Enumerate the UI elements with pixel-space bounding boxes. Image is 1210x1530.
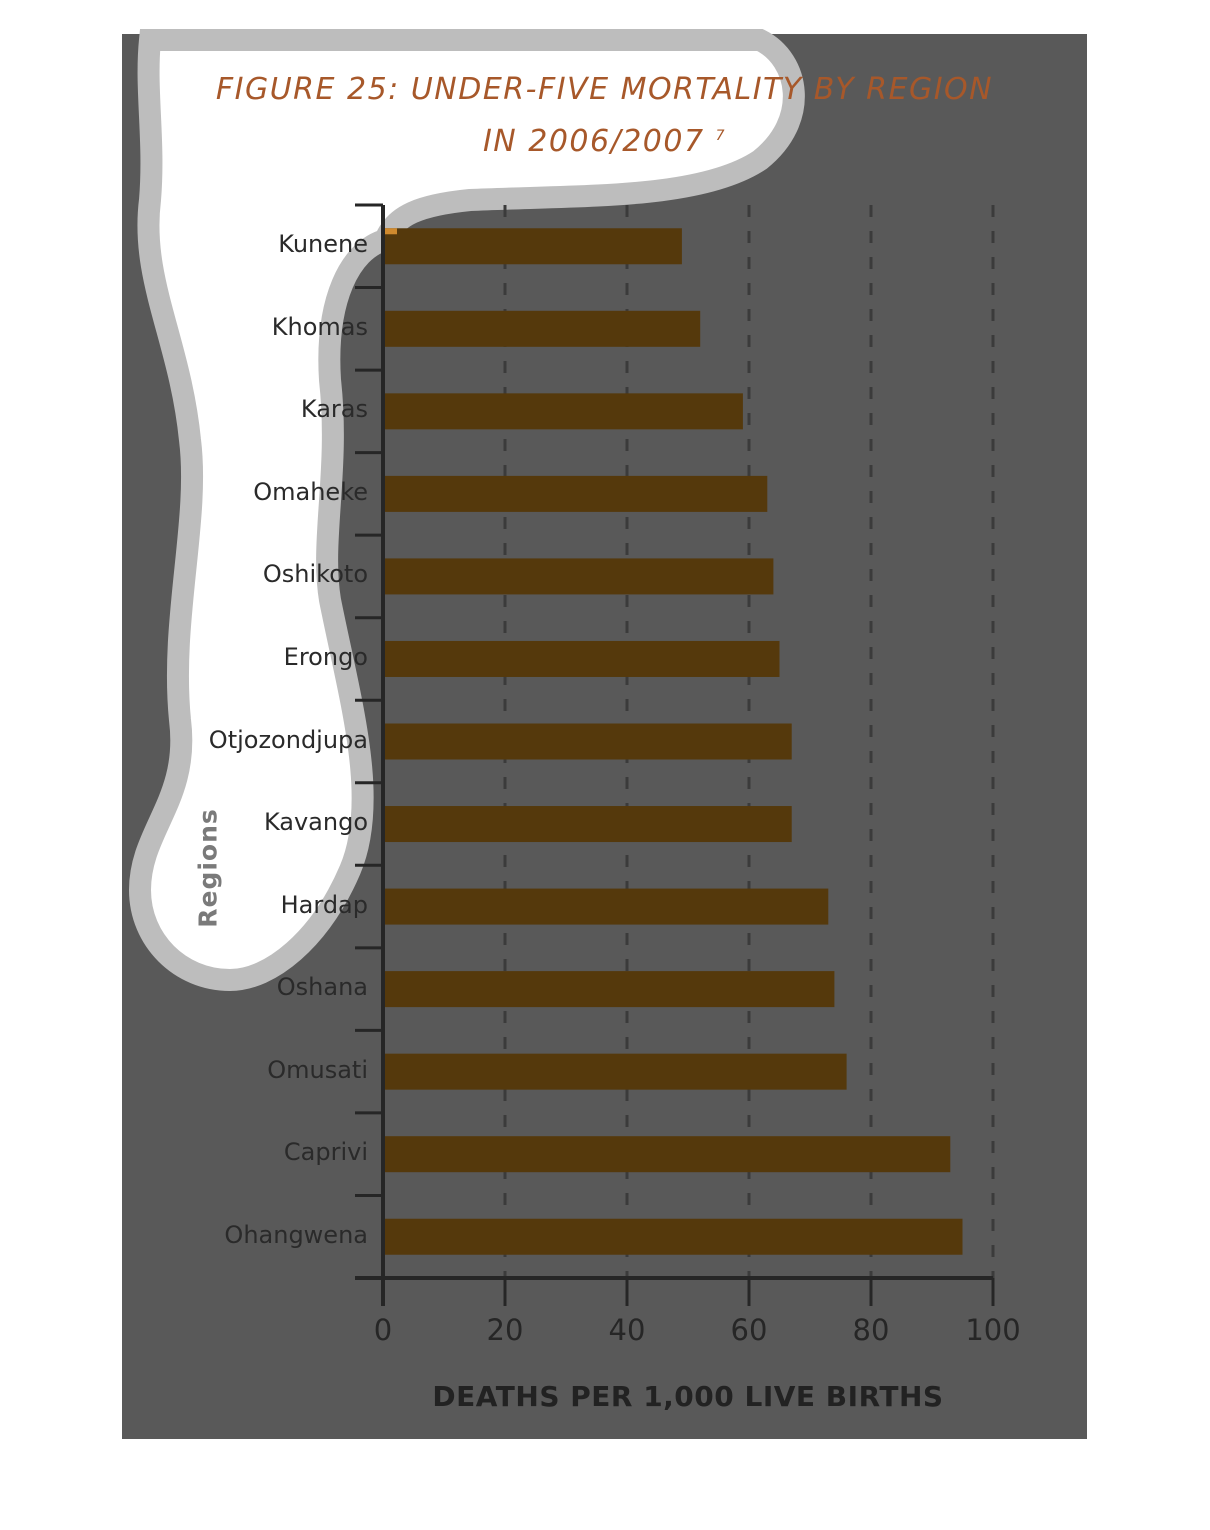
bar-oshana — [383, 971, 835, 1008]
bar-karas — [383, 393, 743, 430]
category-label: Caprivi — [283, 1138, 368, 1167]
bar-omusati — [383, 1053, 847, 1090]
axes — [355, 203, 995, 1306]
bars — [383, 228, 963, 1255]
category-label: Hardap — [280, 890, 368, 919]
category-label: Kavango — [263, 808, 368, 837]
bar-otjozondjupa — [383, 723, 792, 760]
x-tick-label: 100 — [965, 1313, 1021, 1347]
category-label: Ohangwena — [224, 1220, 368, 1249]
grid-lines — [503, 205, 995, 1278]
x-tick-label: 40 — [608, 1313, 646, 1347]
x-tick-label: 80 — [852, 1313, 890, 1347]
category-label: Kunene — [278, 230, 368, 259]
y-axis-title: Regions — [193, 808, 223, 928]
category-label: Oshikoto — [262, 560, 368, 589]
x-axis-title: DEATHS PER 1,000 LIVE BIRTHS — [432, 1380, 944, 1413]
bar-kavango — [383, 806, 792, 843]
category-label: Khomas — [271, 312, 368, 341]
bar-hardap — [383, 888, 829, 925]
bar-omaheke — [383, 475, 768, 512]
x-tick-label: 20 — [486, 1313, 524, 1347]
category-label: Omusati — [267, 1055, 368, 1084]
bar-oshikoto — [383, 558, 774, 595]
bar-khomas — [383, 310, 701, 347]
category-label: Oshana — [276, 973, 368, 1002]
category-label: Otjozondjupa — [208, 725, 368, 754]
chart-title-line-2-text: IN 2006/2007 — [482, 124, 705, 159]
highlight-blob — [128, 29, 805, 992]
bar-kunene — [383, 228, 682, 265]
bar-erongo — [383, 640, 780, 677]
bar-caprivi — [383, 1136, 951, 1173]
bar-accent — [383, 228, 397, 235]
x-tick-label: 60 — [730, 1313, 768, 1347]
chart-title: FIGURE 25: UNDER-FIVE MORTALITY BY REGIO… — [215, 72, 994, 107]
category-label: Karas — [300, 395, 368, 424]
category-label: Erongo — [283, 642, 368, 671]
category-label: Omaheke — [253, 477, 368, 506]
chart-title-line-2: IN 2006/2007 7 — [122, 124, 1087, 159]
bar-ohangwena — [383, 1218, 963, 1255]
chart-title-reference: 7 — [715, 128, 727, 144]
x-tick-label: 0 — [373, 1313, 393, 1347]
